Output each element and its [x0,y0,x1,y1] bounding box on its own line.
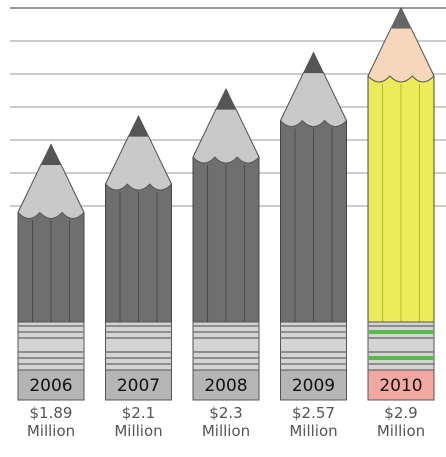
eraser [280,369,347,401]
pencil-lead [41,144,61,165]
year-label: 2006 [29,376,72,396]
eraser [192,369,260,401]
pencil-wood [367,27,435,83]
eraser [105,369,172,401]
pencil-lead [128,116,149,137]
year-label: 2010 [379,376,422,396]
pencil-lead [303,52,324,73]
eraser [17,369,85,401]
pencil-wood [279,72,348,128]
pencil-lead [216,89,236,110]
value-label: $1.89 Million [26,404,76,440]
value-label: $2.9 Million [376,404,426,440]
ferrule [17,321,85,371]
year-label: 2008 [204,376,247,396]
eraser [367,369,435,401]
ferrule [192,321,260,371]
value-label: $2.1 Million [114,404,163,440]
pencil-wood [192,108,260,164]
ferrule [367,321,435,371]
year-label: 2009 [292,376,335,396]
pencil-lead [391,8,411,28]
value-label: $2.57 Million [289,404,338,440]
ferrule [105,321,172,371]
ferrule [280,321,347,371]
value-label: $2.3 Million [201,404,251,440]
pencil-wood [104,135,173,191]
pencil-wood [17,164,85,220]
year-label: 2007 [117,376,160,396]
